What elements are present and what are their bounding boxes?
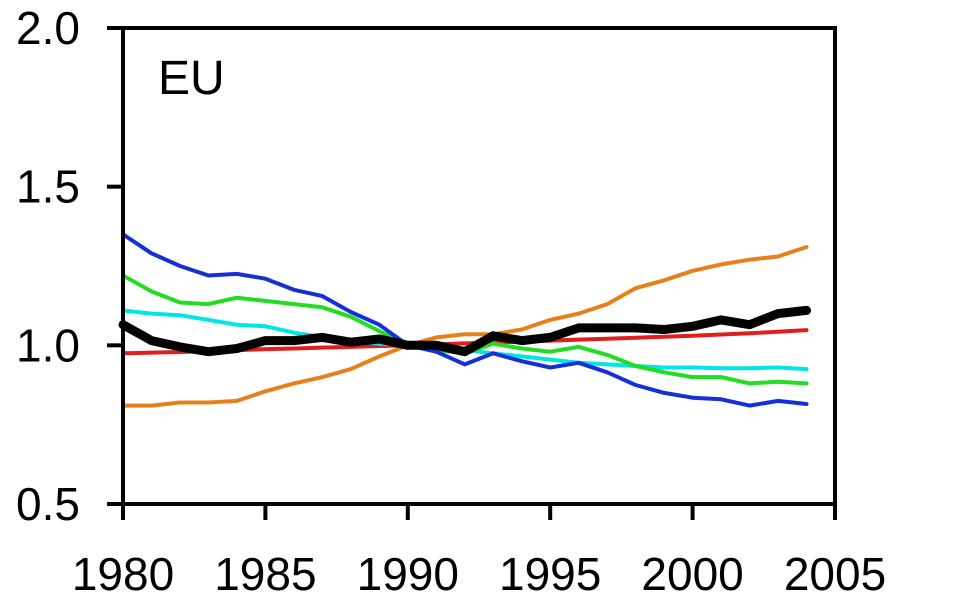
series-line-1 <box>121 245 809 408</box>
x-tick-label: 2000 <box>641 548 743 597</box>
y-tick-label: 0.5 <box>16 478 80 530</box>
x-tick-label: 1995 <box>499 548 601 597</box>
y-tick-label: 2.0 <box>16 2 80 54</box>
y-tick-label: 1.0 <box>16 319 80 371</box>
x-axis-tick-labels: 1980 1985 1990 1995 2000 2005 <box>72 548 886 597</box>
y-tick-label: 1.5 <box>16 161 80 213</box>
series-line-5 <box>121 232 809 408</box>
x-tick-label: 1980 <box>72 548 174 597</box>
x-tick-label: 2005 <box>784 548 886 597</box>
panel-label: EU <box>158 52 225 105</box>
y-axis-tick-labels: 0.5 1.0 1.5 2.0 <box>16 2 80 530</box>
x-axis-ticks <box>121 504 837 520</box>
plot-frame <box>121 26 837 506</box>
series-layer <box>118 232 811 408</box>
y-axis-ticks <box>107 26 123 506</box>
series-line-6 <box>118 305 811 357</box>
x-tick-label: 1990 <box>357 548 459 597</box>
x-tick-label: 1985 <box>214 548 316 597</box>
